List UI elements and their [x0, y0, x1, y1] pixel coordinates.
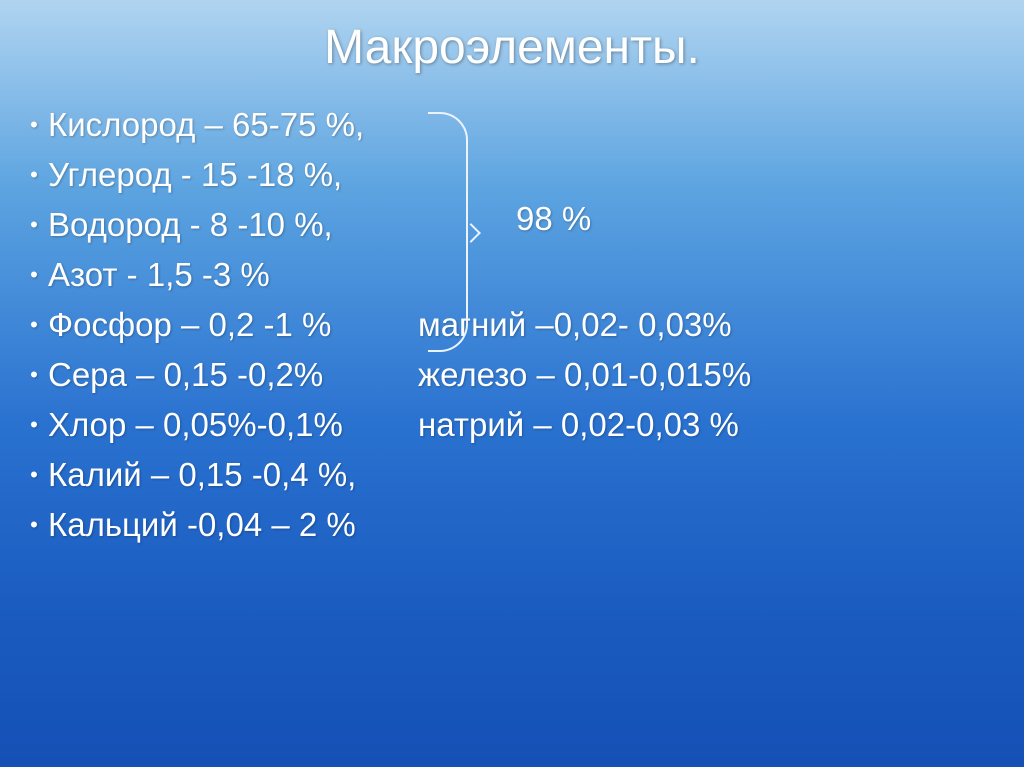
- bullet-icon: •: [20, 112, 48, 138]
- bullet-icon: •: [20, 412, 48, 438]
- list-item: • Хлор – 0,05%-0,1% натрий – 0,02-0,03 %: [20, 400, 1000, 450]
- list-item: • Азот - 1,5 -3 %: [20, 250, 1000, 300]
- item-right: железо – 0,01-0,015%: [418, 356, 751, 394]
- item-left: Фосфор – 0,2 -1 %: [48, 306, 418, 344]
- item-right: магний –0,02- 0,03%: [418, 306, 732, 344]
- item-left: Водород - 8 -10 %,: [48, 206, 418, 244]
- bullet-icon: •: [20, 462, 48, 488]
- bullet-icon: •: [20, 162, 48, 188]
- slide-title: Макроэлементы.: [0, 0, 1024, 75]
- brace-total-label: 98 %: [516, 200, 591, 238]
- item-left: Кальций -0,04 – 2 %: [48, 506, 418, 544]
- item-right: натрий – 0,02-0,03 %: [418, 406, 739, 444]
- item-left: Кислород – 65-75 %,: [48, 106, 418, 144]
- bullet-icon: •: [20, 312, 48, 338]
- list-item: • Фосфор – 0,2 -1 % магний –0,02- 0,03%: [20, 300, 1000, 350]
- slide: Макроэлементы. • Кислород – 65-75 %, • У…: [0, 0, 1024, 767]
- item-left: Углерод - 15 -18 %,: [48, 156, 418, 194]
- item-left: Азот - 1,5 -3 %: [48, 256, 418, 294]
- bullet-icon: •: [20, 362, 48, 388]
- item-left: Калий – 0,15 -0,4 %,: [48, 456, 418, 494]
- bullet-icon: •: [20, 262, 48, 288]
- list-item: • Сера – 0,15 -0,2% железо – 0,01-0,015%: [20, 350, 1000, 400]
- list-item: • Калий – 0,15 -0,4 %,: [20, 450, 1000, 500]
- list-item: • Водород - 8 -10 %,: [20, 200, 1000, 250]
- list-item: • Углерод - 15 -18 %,: [20, 150, 1000, 200]
- item-left: Сера – 0,15 -0,2%: [48, 356, 418, 394]
- bullet-icon: •: [20, 512, 48, 538]
- bullet-icon: •: [20, 212, 48, 238]
- content-list: • Кислород – 65-75 %, • Углерод - 15 -18…: [20, 100, 1000, 550]
- list-item: • Кальций -0,04 – 2 %: [20, 500, 1000, 550]
- item-left: Хлор – 0,05%-0,1%: [48, 406, 418, 444]
- list-item: • Кислород – 65-75 %,: [20, 100, 1000, 150]
